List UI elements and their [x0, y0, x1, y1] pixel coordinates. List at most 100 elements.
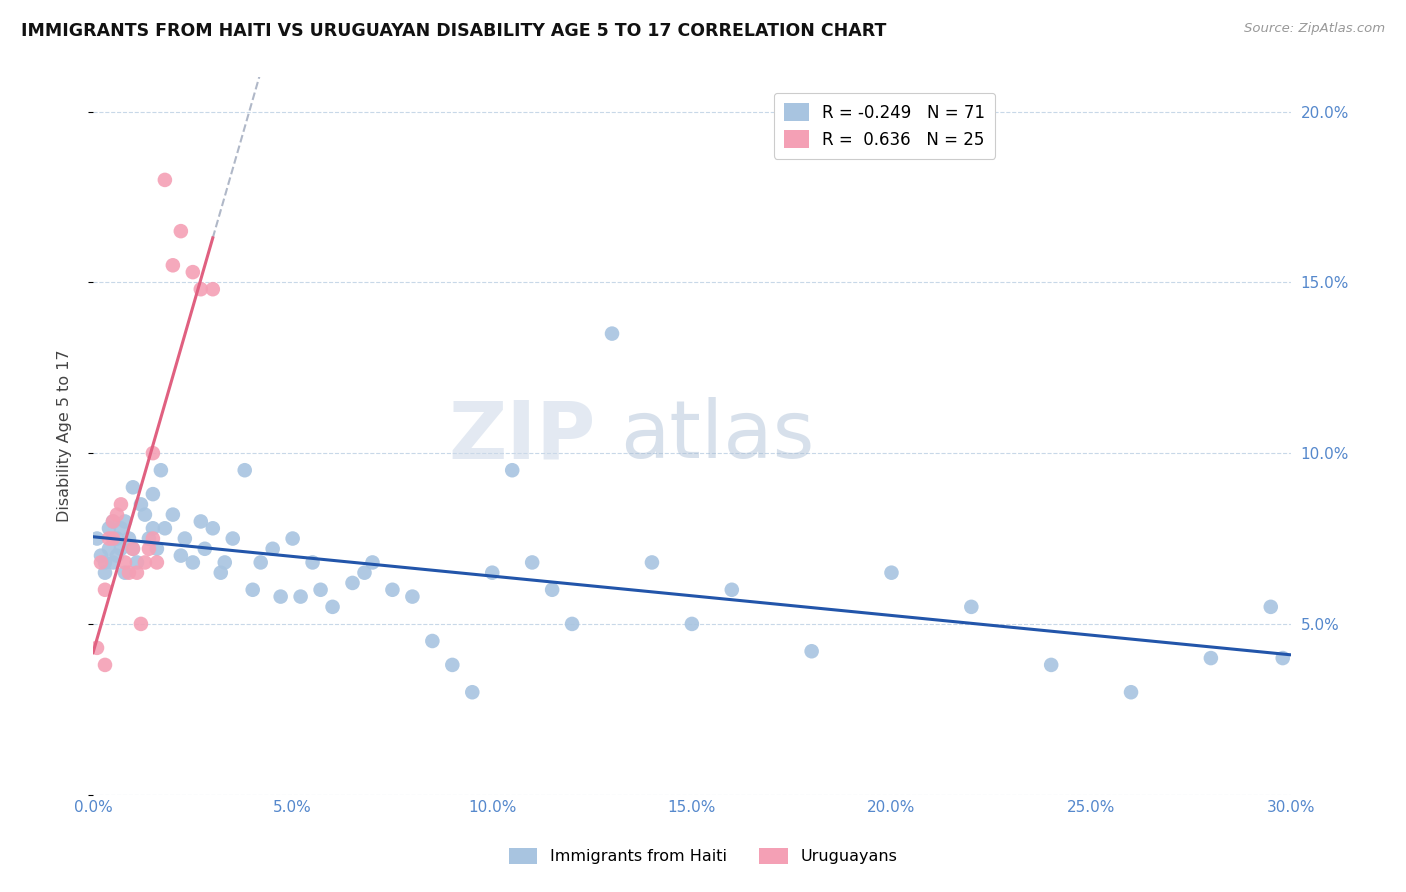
Point — [270, 590, 292, 604]
Point — [129, 497, 152, 511]
Point — [242, 582, 264, 597]
Point — [129, 616, 152, 631]
Point — [110, 541, 132, 556]
Point — [110, 497, 132, 511]
Point — [90, 556, 112, 570]
Point — [125, 556, 148, 570]
Point — [281, 532, 304, 546]
Text: atlas: atlas — [620, 397, 814, 475]
Point — [1040, 657, 1063, 672]
Point — [641, 556, 664, 570]
Point — [422, 634, 444, 648]
Point — [401, 590, 423, 604]
Point — [501, 463, 523, 477]
Text: ZIP: ZIP — [449, 397, 596, 475]
Point — [98, 541, 121, 556]
Point — [233, 463, 256, 477]
Point — [149, 463, 172, 477]
Point — [122, 541, 145, 556]
Point — [86, 640, 108, 655]
Point — [960, 599, 983, 614]
Point — [138, 541, 160, 556]
Point — [153, 173, 176, 187]
Point — [90, 549, 112, 563]
Point — [105, 508, 128, 522]
Point — [222, 532, 245, 546]
Point — [522, 556, 544, 570]
Point — [114, 515, 136, 529]
Point — [720, 582, 742, 597]
Point — [110, 521, 132, 535]
Point — [142, 521, 165, 535]
Point — [301, 556, 323, 570]
Point — [290, 590, 312, 604]
Point — [1260, 599, 1282, 614]
Point — [105, 549, 128, 563]
Point — [214, 556, 236, 570]
Point — [561, 616, 583, 631]
Point — [194, 541, 217, 556]
Point — [880, 566, 903, 580]
Point — [134, 508, 156, 522]
Point — [98, 532, 121, 546]
Point — [114, 556, 136, 570]
Point — [361, 556, 384, 570]
Point — [249, 556, 271, 570]
Point — [142, 532, 165, 546]
Point — [1271, 651, 1294, 665]
Point — [125, 566, 148, 580]
Point — [461, 685, 484, 699]
Point — [1119, 685, 1142, 699]
Point — [94, 657, 117, 672]
Point — [162, 508, 184, 522]
Point — [600, 326, 623, 341]
Legend: R = -0.249   N = 71, R =  0.636   N = 25: R = -0.249 N = 71, R = 0.636 N = 25 — [773, 93, 995, 159]
Point — [381, 582, 404, 597]
Point — [153, 521, 176, 535]
Point — [190, 282, 212, 296]
Y-axis label: Disability Age 5 to 17: Disability Age 5 to 17 — [58, 350, 72, 523]
Point — [101, 556, 124, 570]
Point — [681, 616, 703, 631]
Point — [118, 566, 141, 580]
Point — [122, 480, 145, 494]
Point — [309, 582, 332, 597]
Point — [105, 532, 128, 546]
Point — [86, 532, 108, 546]
Point — [1199, 651, 1222, 665]
Point — [122, 541, 145, 556]
Point — [201, 521, 224, 535]
Text: Source: ZipAtlas.com: Source: ZipAtlas.com — [1244, 22, 1385, 36]
Point — [190, 515, 212, 529]
Point — [800, 644, 823, 658]
Point — [181, 556, 204, 570]
Point — [101, 532, 124, 546]
Point — [146, 541, 169, 556]
Point — [170, 549, 193, 563]
Point — [353, 566, 375, 580]
Point — [322, 599, 344, 614]
Point — [98, 521, 121, 535]
Point — [138, 532, 160, 546]
Point — [134, 556, 156, 570]
Point — [481, 566, 503, 580]
Point — [142, 446, 165, 460]
Point — [101, 515, 124, 529]
Point — [201, 282, 224, 296]
Point — [342, 576, 364, 591]
Point — [114, 566, 136, 580]
Point — [94, 566, 117, 580]
Point — [441, 657, 464, 672]
Point — [146, 556, 169, 570]
Text: IMMIGRANTS FROM HAITI VS URUGUAYAN DISABILITY AGE 5 TO 17 CORRELATION CHART: IMMIGRANTS FROM HAITI VS URUGUAYAN DISAB… — [21, 22, 886, 40]
Point — [101, 515, 124, 529]
Point — [142, 487, 165, 501]
Point — [118, 532, 141, 546]
Point — [94, 556, 117, 570]
Point — [94, 582, 117, 597]
Legend: Immigrants from Haiti, Uruguayans: Immigrants from Haiti, Uruguayans — [502, 841, 904, 871]
Point — [170, 224, 193, 238]
Point — [173, 532, 195, 546]
Point — [209, 566, 232, 580]
Point — [181, 265, 204, 279]
